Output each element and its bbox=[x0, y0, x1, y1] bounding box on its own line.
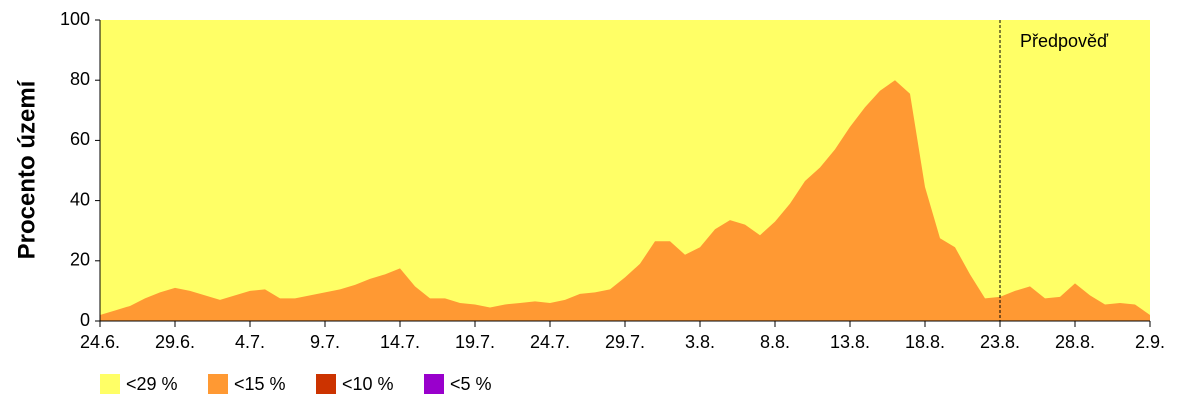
legend-label: <15 % bbox=[234, 374, 286, 394]
x-tick-label: 3.8. bbox=[685, 332, 715, 352]
x-tick-label: 18.8. bbox=[905, 332, 945, 352]
legend-swatch bbox=[208, 374, 228, 394]
x-tick-label: 28.8. bbox=[1055, 332, 1095, 352]
y-tick-label: 40 bbox=[70, 189, 90, 209]
area bbox=[100, 80, 1150, 321]
legend-label: <5 % bbox=[450, 374, 492, 394]
x-tick-label: 4.7. bbox=[235, 332, 265, 352]
y-axis-label: Procento území bbox=[13, 79, 40, 259]
y-tick-label: 60 bbox=[70, 129, 90, 149]
x-tick-label: 29.7. bbox=[605, 332, 645, 352]
x-tick-label: 19.7. bbox=[455, 332, 495, 352]
y-tick-label: 100 bbox=[60, 9, 90, 29]
y-tick-label: 20 bbox=[70, 250, 90, 270]
legend-swatch bbox=[316, 374, 336, 394]
x-tick-label: 14.7. bbox=[380, 332, 420, 352]
x-tick-label: 13.8. bbox=[830, 332, 870, 352]
legend-label: <10 % bbox=[342, 374, 394, 394]
y-tick-label: 80 bbox=[70, 69, 90, 89]
x-tick-label: 9.7. bbox=[310, 332, 340, 352]
x-tick-label: 2.9. bbox=[1135, 332, 1165, 352]
annotation: Předpověď bbox=[1020, 31, 1109, 51]
legend-label: <29 % bbox=[126, 374, 178, 394]
x-tick-label: 8.8. bbox=[760, 332, 790, 352]
area bbox=[100, 20, 1150, 321]
legend-swatch bbox=[100, 374, 120, 394]
x-tick-label: 23.8. bbox=[980, 332, 1020, 352]
x-tick-label: 29.6. bbox=[155, 332, 195, 352]
x-tick-label: 24.6. bbox=[80, 332, 120, 352]
x-tick-label: 24.7. bbox=[530, 332, 570, 352]
legend-swatch bbox=[424, 374, 444, 394]
y-tick-label: 0 bbox=[80, 310, 90, 330]
